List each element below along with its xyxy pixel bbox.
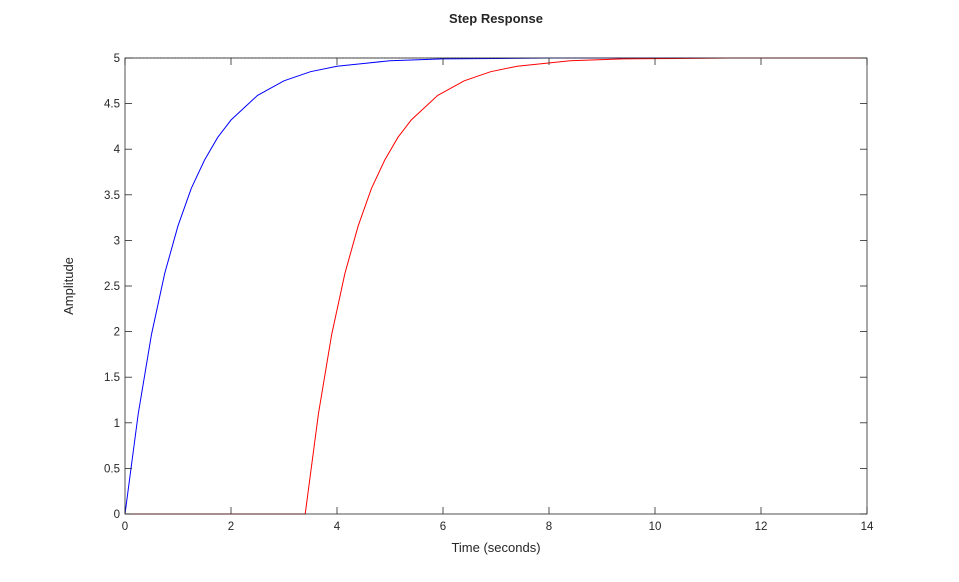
x-tick-label: 12 bbox=[755, 521, 768, 533]
series-line-2 bbox=[125, 57, 867, 515]
y-tick-label: 4.5 bbox=[104, 99, 120, 111]
x-tick-label: 14 bbox=[861, 521, 874, 533]
y-tick-label: 2.5 bbox=[104, 281, 120, 293]
y-tick-label: 1 bbox=[114, 418, 120, 430]
y-tick-label: 5 bbox=[114, 53, 120, 65]
y-tick-label: 4 bbox=[114, 144, 121, 156]
x-tick-label: 8 bbox=[546, 521, 552, 533]
y-tick-label: 3 bbox=[114, 235, 120, 247]
x-axis-label: Time (seconds) bbox=[451, 540, 540, 555]
y-tick-label: 3.5 bbox=[104, 190, 120, 202]
x-tick-label: 4 bbox=[334, 521, 341, 533]
x-tick-label: 6 bbox=[440, 521, 446, 533]
y-tick-label: 0 bbox=[114, 509, 120, 521]
x-tick-label: 10 bbox=[649, 521, 662, 533]
x-tick-label: 2 bbox=[228, 521, 234, 533]
plot-area bbox=[125, 58, 867, 514]
y-tick-label: 1.5 bbox=[104, 372, 120, 384]
x-tick-label: 0 bbox=[122, 521, 128, 533]
y-tick-label: 2 bbox=[114, 327, 120, 339]
y-tick-label: 0.5 bbox=[104, 463, 120, 475]
chart-title: Step Response bbox=[449, 11, 543, 26]
y-axis-label: Amplitude bbox=[61, 257, 76, 315]
